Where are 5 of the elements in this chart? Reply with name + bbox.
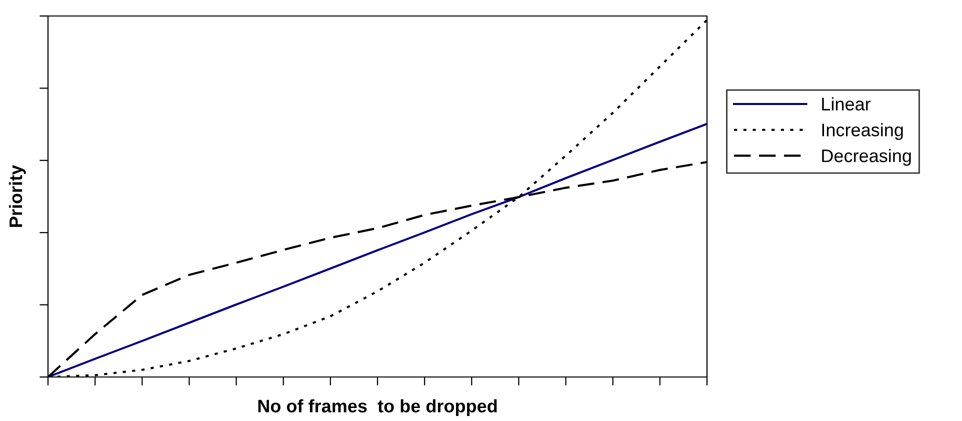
legend-label: Linear — [822, 97, 871, 111]
legend-label: Decreasing — [822, 148, 911, 166]
legend-label: Increasing — [822, 123, 903, 140]
x-axis-title: No of frames to be dropped — [258, 399, 497, 416]
y-axis-title: Priority — [8, 164, 26, 227]
